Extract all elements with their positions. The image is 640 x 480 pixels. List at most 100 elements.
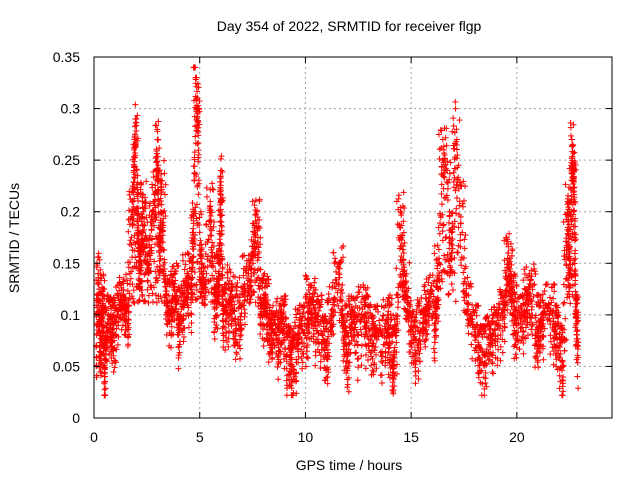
data-point [357, 326, 364, 333]
data-point [431, 355, 438, 362]
data-point [155, 168, 162, 175]
data-point [131, 195, 138, 202]
y-tick-label: 0.2 [61, 204, 81, 220]
data-point [131, 123, 138, 130]
data-point [422, 343, 429, 350]
data-point [344, 384, 351, 391]
data-point [516, 346, 523, 353]
data-point [572, 200, 579, 207]
data-point [568, 132, 575, 139]
data-point [469, 315, 476, 322]
data-point [390, 387, 397, 394]
data-point [254, 257, 261, 264]
data-point [433, 304, 440, 311]
data-point [486, 327, 493, 334]
data-point [366, 327, 373, 334]
data-point [473, 312, 480, 319]
data-point [180, 257, 187, 264]
data-point [513, 298, 520, 305]
data-point [435, 296, 442, 303]
data-point [434, 305, 441, 312]
data-point [519, 313, 526, 320]
data-point [555, 312, 562, 319]
data-point [455, 224, 462, 231]
data-point [288, 385, 295, 392]
data-point [556, 372, 563, 379]
data-point [300, 340, 307, 347]
data-point [387, 351, 394, 358]
data-point [495, 346, 502, 353]
data-point [324, 356, 331, 363]
data-point [395, 299, 402, 306]
data-point [162, 272, 169, 279]
data-point [219, 194, 226, 201]
data-point [133, 264, 140, 271]
data-point [220, 337, 227, 344]
data-point [373, 365, 380, 372]
data-point [364, 284, 371, 291]
data-point [144, 278, 151, 285]
data-point [423, 336, 430, 343]
data-point [453, 136, 460, 143]
data-point [129, 281, 136, 288]
data-point [485, 357, 492, 364]
data-point [415, 354, 422, 361]
data-point [96, 364, 103, 371]
data-point [386, 302, 393, 309]
data-point [512, 351, 519, 358]
data-point [99, 329, 106, 336]
data-point [223, 315, 230, 322]
data-point [111, 364, 118, 371]
data-point [412, 380, 419, 387]
data-point [340, 242, 347, 249]
data-point [465, 330, 472, 337]
data-point [125, 308, 132, 315]
data-point [463, 285, 470, 292]
data-point [195, 177, 202, 184]
data-point [436, 272, 443, 279]
data-point [143, 178, 150, 185]
data-point [100, 318, 107, 325]
data-point [412, 314, 419, 321]
data-point [423, 330, 430, 337]
data-point [295, 353, 302, 360]
data-point [562, 315, 569, 322]
data-point [204, 256, 211, 263]
data-point [474, 321, 481, 328]
data-point [368, 362, 375, 369]
data-point [363, 352, 370, 359]
data-point [102, 364, 109, 371]
data-point [215, 268, 222, 275]
data-point [332, 255, 339, 262]
data-point [574, 335, 581, 342]
data-point [541, 288, 548, 295]
data-point [419, 332, 426, 339]
data-point [316, 322, 323, 329]
data-point [135, 210, 142, 217]
data-point [413, 317, 420, 324]
data-point [556, 385, 563, 392]
data-point [170, 284, 177, 291]
data-point [408, 344, 415, 351]
data-point [535, 364, 542, 371]
data-point [499, 327, 506, 334]
data-point [202, 288, 209, 295]
data-point [261, 270, 268, 277]
data-point [104, 358, 111, 365]
data-point [483, 383, 490, 390]
data-point [552, 326, 559, 333]
data-point [220, 323, 227, 330]
data-point [292, 323, 299, 330]
data-point [379, 353, 386, 360]
data-point [256, 216, 263, 223]
data-point [277, 348, 284, 355]
data-point [268, 341, 275, 348]
data-point [473, 334, 480, 341]
data-point [400, 189, 407, 196]
data-point [380, 296, 387, 303]
data-point [380, 312, 387, 319]
data-point [551, 282, 558, 289]
data-point [433, 332, 440, 339]
data-point [526, 310, 533, 317]
